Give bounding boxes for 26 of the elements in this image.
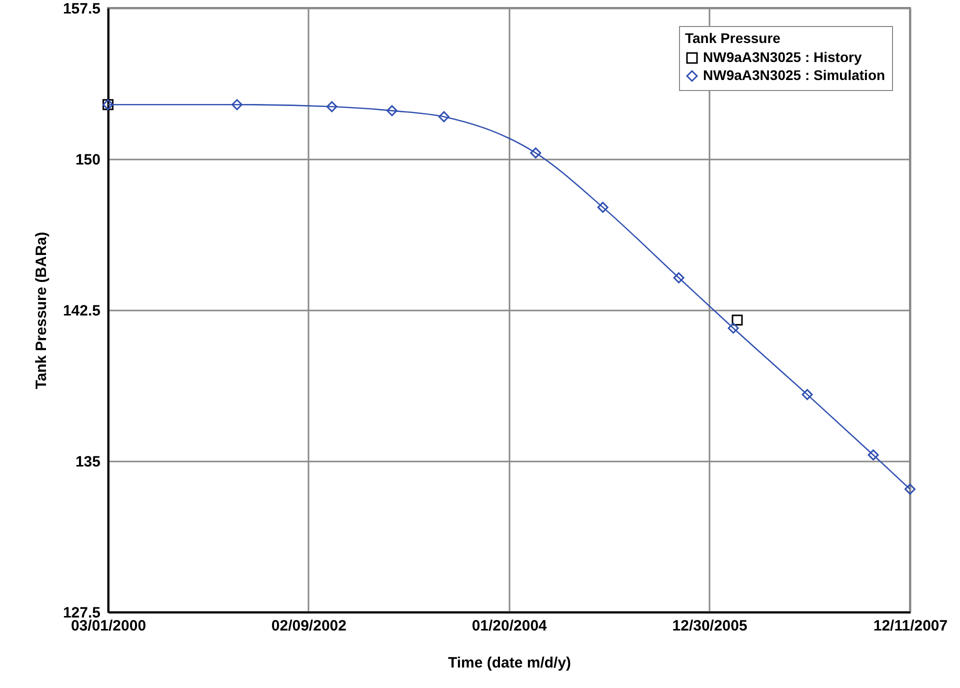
legend-label: NW9aA3N3025 : History (703, 49, 862, 65)
x-tick-label: 12/11/2007 (873, 618, 948, 634)
point (530, 147, 542, 158)
point (673, 272, 684, 284)
point (386, 105, 398, 116)
point (438, 111, 450, 122)
point (232, 99, 242, 110)
x-tick-label: 03/01/2000 (70, 618, 146, 634)
point (802, 389, 813, 400)
point (904, 484, 916, 495)
point (868, 449, 879, 460)
y-tick-label: 150 (75, 152, 100, 168)
point (597, 202, 608, 213)
legend-label: NW9aA3N3025 : Simulation (703, 67, 886, 83)
x-axis-title: Time (date m/d/y) (448, 654, 572, 672)
x-tick-label: 01/20/2004 (472, 618, 548, 634)
point (326, 101, 338, 112)
x-tick-label: 12/30/2005 (672, 618, 748, 634)
point (732, 314, 743, 326)
x-tick-label: 02/09/2002 (271, 618, 346, 634)
y-tick-label: 135 (75, 454, 100, 470)
point (728, 322, 739, 334)
y-axis-title: Tank Pressure (BARa) (32, 232, 50, 390)
legend-title: Tank Pressure (685, 30, 781, 46)
y-tick-label: 157.5 (62, 0, 100, 18)
y-tick-label: 142.5 (62, 302, 100, 320)
